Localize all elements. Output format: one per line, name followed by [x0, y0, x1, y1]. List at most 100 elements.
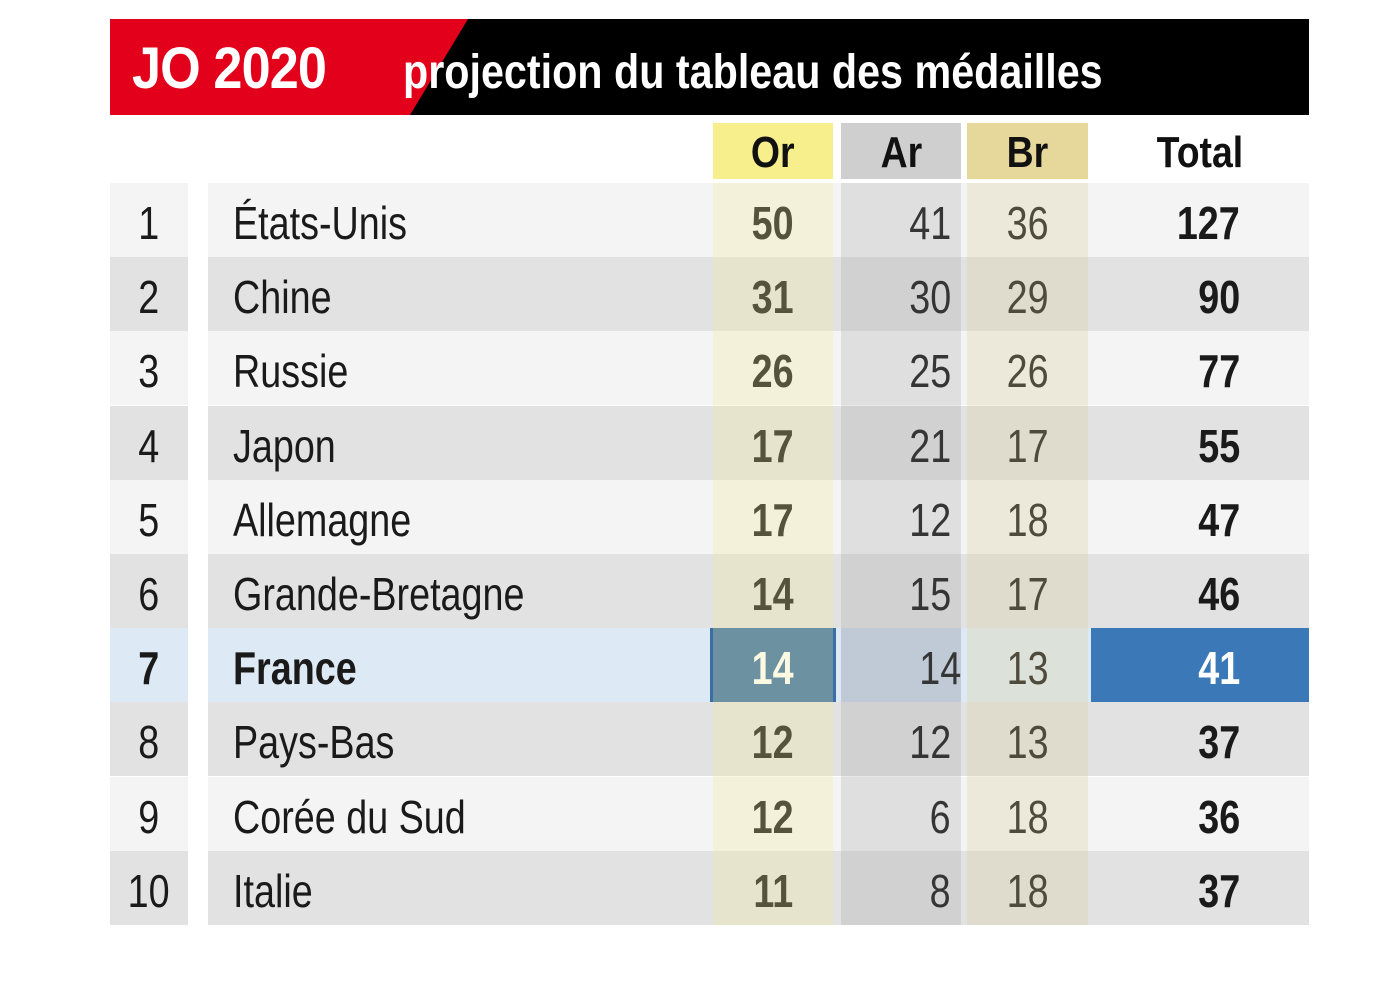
gold-count: 11 [753, 864, 793, 917]
country-name: États-Unis [233, 197, 407, 249]
rank-cell: 3 [138, 345, 160, 398]
brand-slant [410, 19, 468, 115]
column-header-silver: Ar [841, 123, 961, 179]
rank-cell-bg [110, 479, 188, 554]
country-name: Chine [233, 271, 332, 324]
rank-cell: 7 [138, 642, 160, 695]
gold-column-tint [713, 183, 833, 925]
row-cell-bg [208, 776, 1309, 851]
rank-cell-bg [110, 183, 188, 257]
total-count: 37 [1198, 864, 1240, 917]
total-count: 55 [1198, 419, 1240, 472]
silver-count: 8 [930, 864, 951, 917]
table-row: 2 Chine 31 30 29 90 [0, 257, 1390, 332]
gold-count: 50 [752, 197, 794, 249]
country-name: Allemagne [233, 493, 412, 546]
silver-count: 41 [909, 197, 951, 249]
silver-count: 12 [909, 493, 951, 546]
silver-count: 15 [909, 568, 951, 620]
rank-cell: 2 [138, 271, 160, 324]
rank-cell: 6 [138, 568, 160, 620]
gold-count: 26 [752, 345, 794, 398]
page-title: projection du tableau des médailles [403, 46, 1103, 99]
column-header-bronze: Br [967, 123, 1088, 179]
bronze-count: 17 [1006, 568, 1049, 620]
row-cell-bg [208, 479, 1309, 554]
bronze-count: 18 [1006, 493, 1049, 546]
gold-count: 14 [752, 568, 794, 620]
row-cell-bg [208, 331, 1309, 406]
total-count: 77 [1198, 345, 1240, 398]
country-name: France [233, 642, 357, 695]
bronze-count: 29 [1006, 271, 1049, 324]
rank-cell-bg [110, 331, 188, 406]
total-count: 127 [1177, 197, 1240, 249]
country-name: Pays-Bas [233, 716, 395, 769]
row-cell-bg [208, 183, 1309, 257]
country-name: Italie [233, 864, 313, 917]
total-count: 46 [1198, 568, 1240, 620]
silver-count: 25 [909, 345, 951, 398]
table-row: 10 Italie 11 8 18 37 [0, 850, 1390, 925]
bronze-count: 17 [1006, 419, 1049, 472]
total-count: 41 [1198, 642, 1240, 695]
silver-column-tint [841, 183, 961, 925]
country-name: Russie [233, 345, 349, 398]
gold-count: 17 [752, 493, 794, 546]
silver-count: 14 [841, 628, 961, 703]
bronze-count: 26 [1006, 345, 1049, 398]
column-header-gold: Or [713, 123, 833, 179]
total-count: 36 [1198, 790, 1240, 843]
brand-band [110, 19, 410, 115]
total-count: 37 [1198, 716, 1240, 769]
rank-cell-bg [110, 628, 188, 703]
bronze-count: 36 [1006, 197, 1049, 249]
silver-count: 12 [909, 716, 951, 769]
highlight-total-box [1091, 628, 1309, 703]
rank-cell-bg [110, 554, 188, 628]
table-row: 4 Japon 17 21 17 55 [0, 405, 1390, 480]
gold-count: 12 [752, 790, 794, 843]
total-count: 47 [1198, 493, 1240, 546]
total-count: 90 [1198, 271, 1240, 324]
silver-count: 6 [930, 790, 951, 843]
country-name: Grande-Bretagne [233, 568, 525, 620]
gold-count: 31 [752, 271, 794, 324]
country-name: Corée du Sud [233, 790, 466, 843]
country-name: Japon [233, 419, 336, 472]
silver-count: 21 [909, 419, 951, 472]
table-row: 6 Grande-Bretagne 14 15 17 46 [0, 554, 1390, 628]
gold-count: 14 [710, 628, 836, 703]
bronze-count: 18 [1006, 790, 1049, 843]
gold-count: 12 [752, 716, 794, 769]
gold-count: 17 [752, 419, 794, 472]
header-banner: JO 2020 projection du tableau des médail… [110, 19, 1309, 115]
rank-cell: 5 [138, 493, 160, 546]
table-row: 7 France 14 14 13 41 [0, 628, 1390, 703]
rank-cell-bg [110, 850, 188, 925]
bronze-column-tint [967, 183, 1088, 925]
silver-count: 30 [909, 271, 951, 324]
rank-cell: 1 [138, 197, 160, 249]
row-cell-bg [208, 850, 1309, 925]
table-row: 5 Allemagne 17 12 18 47 [0, 479, 1390, 554]
table-row: 8 Pays-Bas 12 12 13 37 [0, 702, 1390, 777]
rank-cell-bg [110, 405, 188, 480]
table-row: 1 États-Unis 50 41 36 127 [0, 183, 1390, 257]
bronze-count: 13 [1006, 642, 1049, 695]
rank-cell: 9 [138, 790, 160, 843]
bronze-count: 18 [1006, 864, 1049, 917]
row-cell-bg [208, 554, 1309, 628]
rank-cell-bg [110, 702, 188, 777]
table-row: 3 Russie 26 25 26 77 [0, 331, 1390, 406]
rank-cell: 10 [128, 864, 170, 917]
table-row: 9 Corée du Sud 12 6 18 36 [0, 776, 1390, 851]
rank-cell: 4 [138, 419, 160, 472]
rank-cell: 8 [138, 716, 160, 769]
row-cell-bg [208, 257, 1309, 332]
bronze-count: 13 [1006, 716, 1049, 769]
row-cell-bg [208, 405, 1309, 480]
row-cell-bg [208, 702, 1309, 777]
rank-cell-bg [110, 257, 188, 332]
brand-label: JO 2020 [132, 36, 327, 101]
